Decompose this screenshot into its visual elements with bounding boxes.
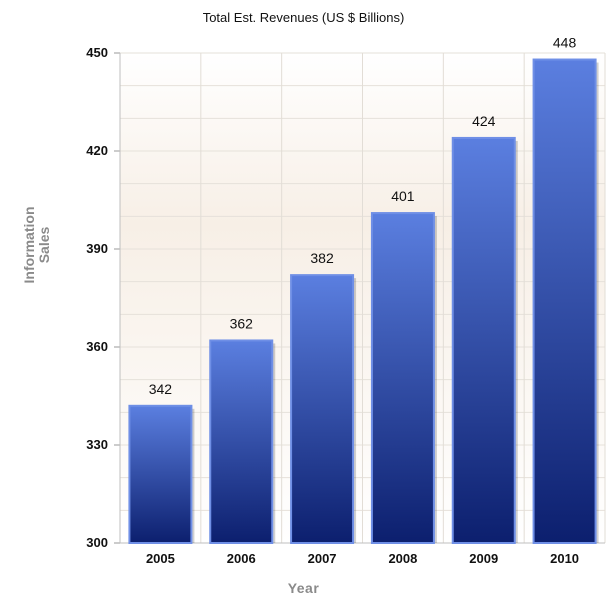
y-tick-label: 360 <box>86 339 108 354</box>
data-label: 424 <box>472 113 496 129</box>
bar-2010 <box>532 58 597 545</box>
y-tick-label: 390 <box>86 241 108 256</box>
bar-2005 <box>128 404 193 544</box>
y-tick-label: 330 <box>86 437 108 452</box>
bar-2006 <box>209 339 274 545</box>
y-tick-label: 450 <box>86 45 108 60</box>
x-tick-label: 2005 <box>146 551 175 566</box>
data-label: 362 <box>230 315 254 331</box>
bar-2009 <box>451 136 516 545</box>
x-tick-label: 2008 <box>388 551 417 566</box>
x-axis-label: Year <box>287 580 320 596</box>
y-tick-label: 300 <box>86 535 108 550</box>
data-label: 382 <box>310 250 334 266</box>
bar-2008 <box>370 212 435 544</box>
data-label: 401 <box>391 188 415 204</box>
x-tick-label: 2006 <box>227 551 256 566</box>
x-tick-label: 2009 <box>469 551 498 566</box>
x-tick-label: 2007 <box>308 551 337 566</box>
y-tick-label: 420 <box>86 143 108 158</box>
chart-title: Total Est. Revenues (US $ Billions) <box>202 10 405 25</box>
data-label: 342 <box>149 381 173 397</box>
bar-2007 <box>290 274 355 544</box>
data-label: 448 <box>553 35 577 51</box>
x-tick-label: 2010 <box>550 551 579 566</box>
